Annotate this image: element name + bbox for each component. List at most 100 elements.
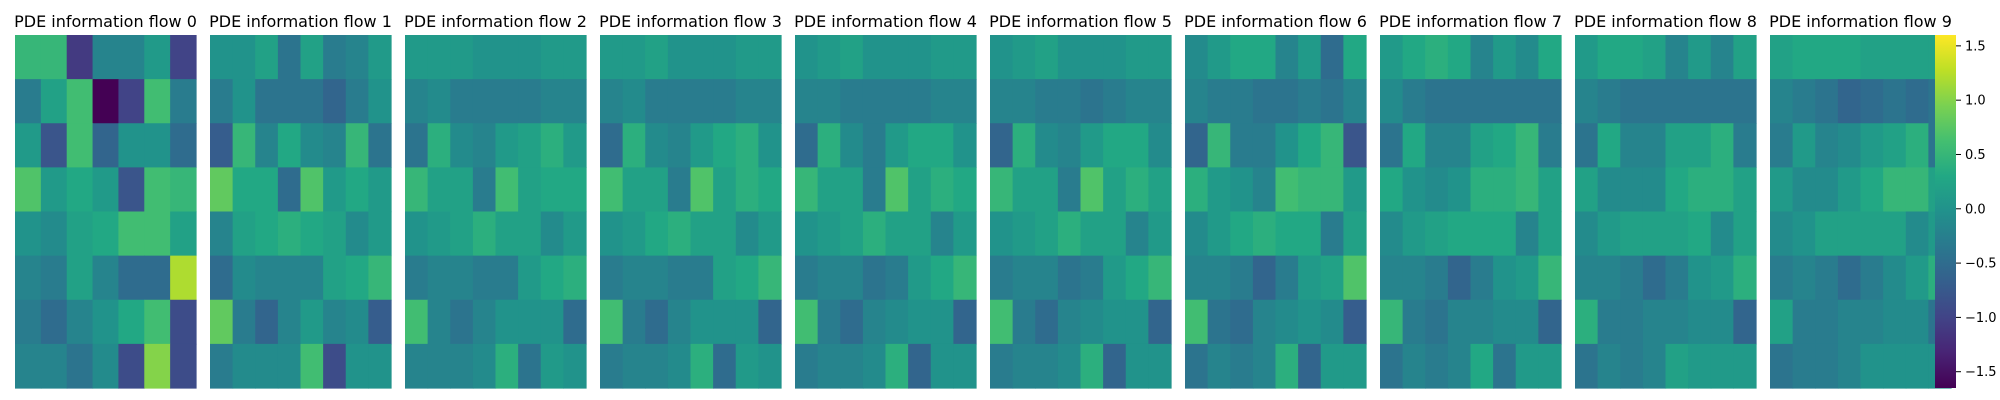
heatmap-cell (1447, 211, 1472, 257)
heatmap-cell (795, 255, 819, 301)
heatmap-cell (118, 123, 145, 168)
heatmap-cell (427, 123, 451, 168)
heatmap-cell (1837, 35, 1862, 80)
heatmap-cell (405, 167, 429, 213)
heatmap-cell (1905, 211, 1929, 257)
heatmap-cell (1298, 255, 1322, 301)
heatmap-cell (472, 255, 497, 301)
colorbar-tick-label: 1.0 (1965, 94, 1986, 109)
heatmap-cell (1148, 299, 1172, 345)
heatmap-cell (405, 123, 429, 168)
heatmap-cell (450, 167, 474, 213)
heatmap-cell (1207, 167, 1231, 213)
heatmap-cell (1770, 167, 1794, 213)
heatmap-cell (92, 255, 120, 301)
heatmap-cell (795, 167, 819, 213)
heatmap-cell (1597, 167, 1621, 213)
heatmap-cell (1733, 123, 1757, 168)
heatmap-cell (1447, 35, 1472, 80)
heatmap-cell (427, 167, 451, 213)
heatmap-cell (885, 343, 909, 389)
heatmap-cell (495, 343, 519, 389)
heatmap-cell (1012, 35, 1036, 80)
heatmap-cell (908, 255, 932, 301)
heatmap-cell (1493, 299, 1517, 345)
heatmap-cell (405, 343, 429, 389)
heatmap-cell (817, 343, 841, 389)
heatmap-cell (1230, 35, 1254, 80)
heatmap-cell (953, 123, 977, 168)
heatmap-cell (300, 211, 324, 257)
heatmap-cell (667, 343, 692, 389)
heatmap-cell (862, 167, 887, 213)
heatmap-cell (1538, 167, 1562, 213)
heatmap-cell (563, 211, 587, 257)
heatmap-cell (953, 299, 977, 345)
heatmap-cell (1665, 123, 1689, 168)
heatmap-cell (495, 35, 519, 80)
heatmap-cell (1125, 79, 1149, 124)
heatmap-cell (1343, 79, 1367, 124)
heatmap-cell (40, 255, 68, 301)
heatmap-cell (368, 35, 392, 80)
heatmap-cell (232, 167, 256, 213)
heatmap-cell (1815, 167, 1839, 213)
heatmap-cell (840, 255, 864, 301)
heatmap-cell (1380, 123, 1404, 168)
heatmap-cell (323, 167, 347, 213)
heatmap-cell (1515, 299, 1539, 345)
heatmap-cell (540, 123, 564, 168)
heatmap-cell (1733, 79, 1757, 124)
heatmap-cell (170, 255, 197, 301)
heatmap-cell (1620, 343, 1644, 389)
heatmap-cell (1515, 343, 1539, 389)
heatmap-cell (15, 35, 42, 80)
heatmap-cell (450, 255, 474, 301)
heatmap-cell (1733, 343, 1757, 389)
heatmap-cell (1688, 255, 1712, 301)
heatmap-cell (40, 123, 68, 168)
heatmap-cell (1860, 211, 1884, 257)
heatmap-cell (1185, 167, 1209, 213)
heatmap-cell (645, 343, 669, 389)
heatmap-cell (1642, 255, 1667, 301)
heatmap-cell (930, 167, 954, 213)
heatmap-cell (1275, 167, 1299, 213)
heatmap-cell (1470, 35, 1494, 80)
heatmap-cell (930, 255, 954, 301)
heatmap-cell (1057, 123, 1082, 168)
heatmap-cell (300, 167, 324, 213)
heatmap-cell (144, 299, 171, 345)
heatmap-cell (518, 167, 542, 213)
heatmap-cell (1207, 255, 1231, 301)
heatmap-cell (690, 255, 714, 301)
panel-title: PDE information flow 3 (599, 12, 782, 31)
heatmap-cell (1207, 79, 1231, 124)
heatmap-cell (840, 79, 864, 124)
heatmap-cell (667, 299, 692, 345)
heatmap-cell (1837, 211, 1862, 257)
heatmap-cell (622, 167, 646, 213)
heatmap-cell (1380, 343, 1404, 389)
heatmap-cell (1148, 79, 1172, 124)
heatmap-cell (1320, 211, 1344, 257)
heatmap-cell (908, 35, 932, 80)
heatmap-cell (1275, 343, 1299, 389)
heatmap-cell (1380, 299, 1404, 345)
heatmap-cell (1185, 35, 1209, 80)
heatmap-cell (622, 343, 646, 389)
heatmap-cell (1380, 167, 1404, 213)
heatmap-cell (713, 255, 737, 301)
heatmap-cell (1860, 79, 1884, 124)
heatmap-cell (713, 167, 737, 213)
heatmap-cell (885, 255, 909, 301)
heatmap-cell (495, 167, 519, 213)
heatmap-cell (323, 211, 347, 257)
heatmap-cell (1688, 79, 1712, 124)
heatmap-cell (210, 211, 234, 257)
heatmap-cell (1860, 167, 1884, 213)
heatmap-cell (1103, 343, 1127, 389)
heatmap-cell (1665, 167, 1689, 213)
heatmap-cell (1665, 211, 1689, 257)
heatmap-cell (1883, 211, 1907, 257)
